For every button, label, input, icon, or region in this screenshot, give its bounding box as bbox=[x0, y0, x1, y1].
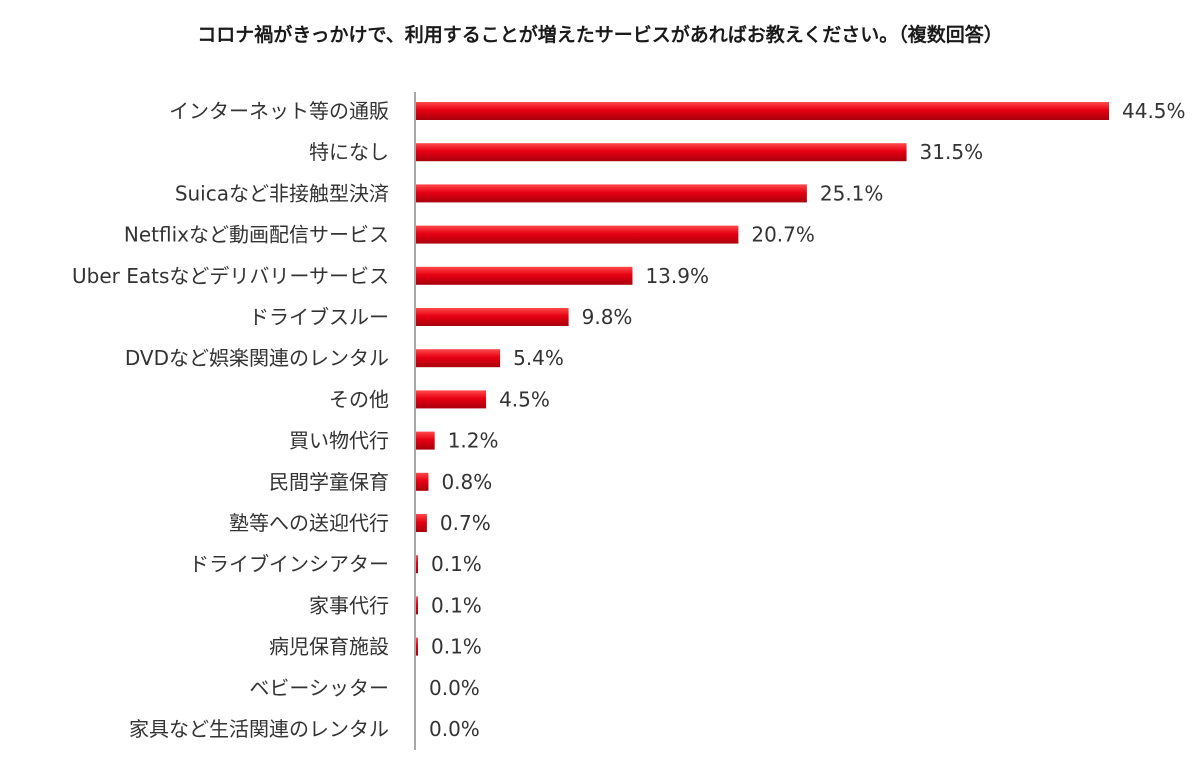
bar bbox=[416, 102, 1109, 120]
bar bbox=[416, 349, 501, 368]
value-label: 4.5% bbox=[499, 387, 550, 411]
category-label: 民間学童保育 bbox=[269, 470, 389, 494]
value-label: 0.1% bbox=[431, 593, 482, 617]
bar bbox=[416, 308, 569, 326]
value-label: 5.4% bbox=[513, 346, 564, 370]
category-label: Suicaなど非接触型決済 bbox=[175, 181, 389, 205]
category-label: DVDなど娯楽関連のレンタル bbox=[125, 346, 389, 370]
value-label: 0.0% bbox=[429, 717, 480, 741]
category-label: 家具など生活関連のレンタル bbox=[129, 717, 389, 741]
value-label: 0.1% bbox=[431, 635, 482, 659]
category-label: 塾等への送迎代行 bbox=[229, 511, 389, 535]
value-label: 44.5% bbox=[1122, 99, 1186, 123]
bar bbox=[416, 184, 807, 203]
category-label: Netflixなど動画配信サービス bbox=[124, 223, 389, 247]
bars-group: インターネット等の通販 44.5% 特になし 31.5% Suicaなど非接触型決済 25… bbox=[72, 99, 1186, 741]
value-label: 31.5% bbox=[920, 140, 984, 164]
bar bbox=[416, 143, 907, 162]
value-label: 0.0% bbox=[429, 676, 480, 700]
category-label: インターネット等の通販 bbox=[169, 99, 389, 123]
category-label: 特になし bbox=[309, 140, 389, 164]
value-label: 0.8% bbox=[441, 470, 492, 494]
category-label: ドライブスルー bbox=[249, 305, 389, 329]
bar bbox=[416, 390, 487, 409]
bar bbox=[416, 637, 418, 656]
category-label: ドライブインシアター bbox=[189, 552, 389, 576]
value-label: 9.8% bbox=[582, 305, 633, 329]
chart-title: コロナ禍がきっかけで、利用することが増えたサービスがあればお教えください。（複数… bbox=[197, 23, 1002, 46]
bar bbox=[416, 472, 429, 491]
category-label: ベビーシッター bbox=[249, 676, 389, 700]
bar bbox=[416, 555, 418, 574]
value-label: 25.1% bbox=[820, 181, 884, 205]
value-label: 20.7% bbox=[751, 223, 815, 247]
bar bbox=[416, 266, 633, 285]
category-label: 家事代行 bbox=[309, 593, 389, 617]
bar bbox=[416, 596, 418, 615]
category-label: 買い物代行 bbox=[289, 429, 389, 453]
category-label: その他 bbox=[329, 387, 389, 411]
category-label: 病児保育施設 bbox=[269, 635, 389, 659]
value-label: 13.9% bbox=[645, 264, 709, 288]
value-label: 1.2% bbox=[448, 429, 499, 453]
bar bbox=[416, 225, 739, 244]
category-label: Uber Eatsなどデリバリーサービス bbox=[72, 264, 389, 288]
value-label: 0.7% bbox=[440, 511, 491, 535]
value-label: 0.1% bbox=[431, 552, 482, 576]
bar bbox=[416, 514, 427, 532]
bar bbox=[416, 431, 435, 450]
